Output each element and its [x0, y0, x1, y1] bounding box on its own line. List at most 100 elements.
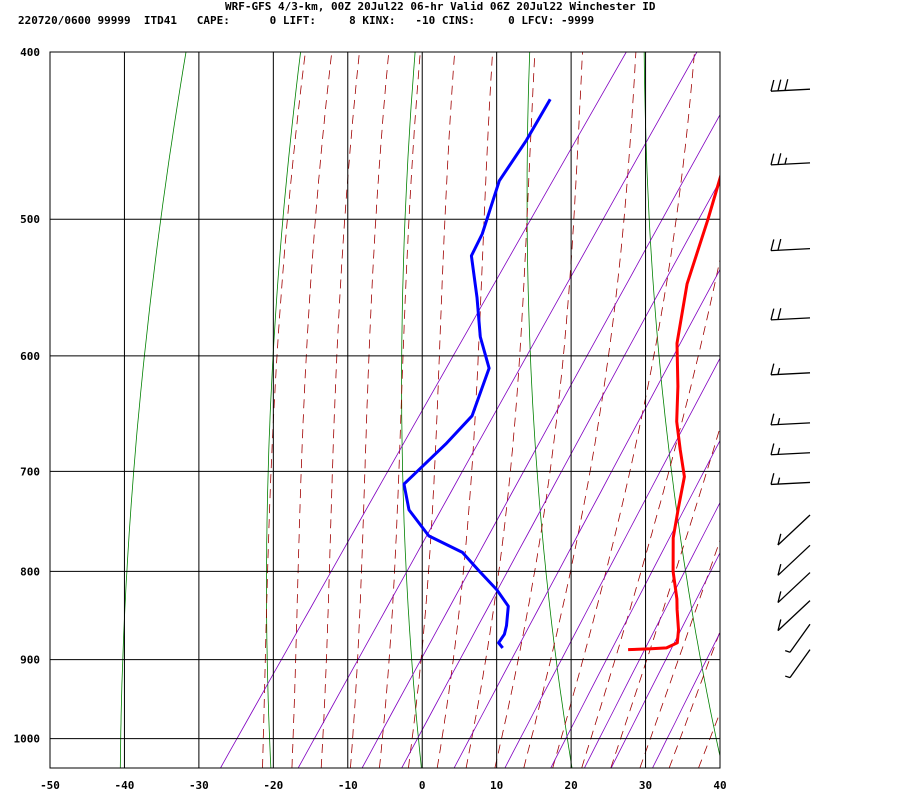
moist-adiabat — [408, 52, 456, 768]
barb-flag — [777, 619, 782, 631]
y-tick-label: 700 — [20, 465, 40, 478]
wind-barb — [770, 363, 811, 376]
barb-staff — [777, 572, 811, 604]
wind-barb — [777, 514, 811, 546]
mixing-ratio-line — [297, 52, 698, 768]
barb-flag — [770, 473, 775, 485]
wind-barb — [770, 413, 811, 426]
barb-flag — [777, 447, 781, 455]
barb-staff — [770, 88, 811, 92]
barb-flag — [784, 650, 791, 653]
dry-adiabat — [759, 52, 873, 768]
barb-flag — [777, 367, 781, 375]
barb-staff — [789, 649, 811, 679]
x-tick-label: -30 — [189, 779, 209, 792]
x-tick-label: -50 — [40, 779, 60, 792]
barb-staff — [777, 544, 811, 576]
dry-adiabat — [401, 52, 422, 768]
moist-adiabat — [581, 257, 720, 768]
header-indices: 220720/0600 99999 ITD41 CAPE: 0 LIFT: 8 … — [18, 14, 595, 27]
barb-flag — [784, 157, 788, 165]
x-tick-label: 30 — [639, 779, 652, 792]
mixing-ratio-line — [610, 551, 720, 768]
wind-barb — [770, 153, 811, 166]
moist-adiabat — [639, 538, 720, 768]
barb-staff — [770, 452, 811, 456]
barb-staff — [777, 514, 811, 546]
moist-adiabat — [552, 52, 695, 768]
barb-staff — [770, 422, 811, 426]
y-tick-label: 400 — [20, 46, 40, 59]
profile-line-0 — [628, 173, 720, 652]
moist-adiabat — [698, 711, 720, 768]
barb-flag — [777, 563, 782, 576]
dry-adiabat — [266, 52, 301, 768]
x-tick-label: -20 — [263, 779, 283, 792]
moist-adiabat — [320, 52, 360, 768]
barb-flag — [770, 239, 775, 251]
y-tick-label: 600 — [20, 350, 40, 363]
y-tick-label: 500 — [20, 213, 40, 226]
moist-adiabat — [728, 52, 900, 768]
wind-barb — [770, 443, 811, 456]
barb-staff — [770, 317, 811, 321]
wind-barb — [770, 79, 811, 92]
barb-flag — [777, 238, 782, 251]
moist-adiabat — [610, 426, 720, 768]
moist-adiabat — [494, 52, 583, 768]
barb-flag — [770, 308, 775, 320]
profile-line-1 — [402, 98, 552, 649]
mixing-ratio-line — [504, 357, 720, 768]
barb-staff — [770, 372, 811, 376]
y-tick-label: 900 — [20, 654, 40, 667]
moist-adiabat — [465, 52, 536, 768]
dry-adiabat — [119, 52, 187, 768]
header-title: WRF-GFS 4/3-km, 00Z 20Jul22 06-hr Valid … — [225, 0, 656, 13]
y-tick-label: 800 — [20, 565, 40, 578]
barb-staff — [789, 623, 811, 653]
barb-flag — [777, 153, 782, 165]
barb-flag — [770, 153, 775, 166]
moist-adiabat — [668, 630, 720, 768]
x-tick-label: 0 — [419, 779, 426, 792]
barb-staff — [770, 162, 811, 166]
plot-frame — [49, 51, 721, 769]
dry-adiabat — [643, 52, 720, 759]
x-tick-label: 20 — [564, 779, 577, 792]
barb-flag — [777, 417, 781, 425]
wind-barb — [784, 623, 811, 653]
wind-barb — [784, 649, 811, 679]
moist-adiabat — [436, 52, 493, 768]
wind-barb — [770, 308, 811, 321]
wind-barb — [777, 544, 811, 576]
dry-adiabat — [873, 52, 900, 768]
mixing-ratio-line — [652, 631, 720, 768]
moist-adiabat — [262, 52, 306, 768]
moist-adiabat — [350, 52, 390, 768]
barb-flag — [770, 79, 775, 92]
x-tick-label: -40 — [115, 779, 135, 792]
mixing-ratio-line — [584, 501, 720, 768]
barb-flag — [784, 675, 791, 679]
wind-barb — [777, 572, 811, 604]
x-tick-label: 10 — [490, 779, 503, 792]
barb-staff — [770, 481, 811, 486]
barb-flag — [777, 79, 782, 91]
mixing-ratio-line — [550, 439, 720, 768]
barb-flag — [770, 363, 775, 375]
moist-adiabat — [379, 52, 421, 768]
mixing-ratio-line — [401, 179, 720, 768]
barb-staff — [777, 600, 811, 632]
y-tick-label: 1000 — [14, 733, 41, 746]
barb-flag — [770, 413, 775, 426]
mixing-ratio-line — [361, 113, 720, 768]
barb-flag — [777, 591, 782, 603]
moist-adiabat — [291, 52, 333, 768]
mixing-ratio-line — [220, 52, 627, 768]
dry-adiabat — [526, 52, 573, 768]
barb-flag — [777, 533, 782, 546]
moist-adiabat — [523, 52, 637, 768]
wind-barb — [777, 600, 811, 632]
barb-flag — [777, 308, 782, 320]
